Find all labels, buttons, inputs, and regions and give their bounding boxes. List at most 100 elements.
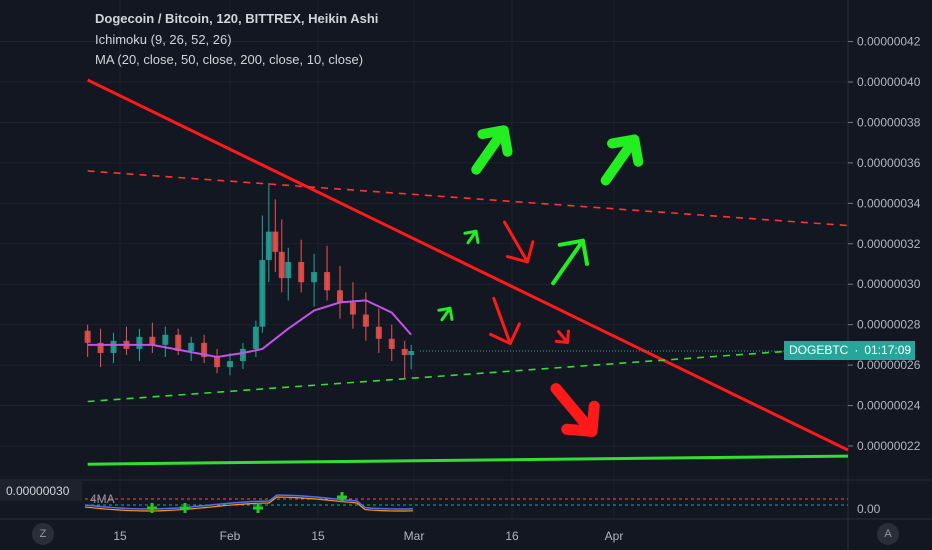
trendline-solid [87,454,849,466]
forecast-arrows [437,125,644,437]
arrow-up-large-2-head [607,134,644,167]
arrow-down-medium-2-head [489,322,521,346]
y-tick-label: 0.00000038 [857,115,921,129]
candle-body [265,231,272,260]
arrow-down-medium-1-head [505,240,535,264]
y-axis: 0.00000042 0.00000040 0.00000038 0.00000036… [848,35,921,453]
auto-scale-button[interactable]: A [877,523,899,545]
candle-body [136,336,143,349]
arrow-up-small-2 [437,306,454,322]
candle-body [162,334,169,345]
candle-body [84,330,91,343]
arrow-up-medium [551,238,589,286]
arrow-down-large-head [561,400,600,437]
osc-cross-signal [337,492,347,502]
candle-body [388,338,395,349]
candle-body [285,261,292,279]
arrow-up-small-1-shaft [466,229,478,245]
countdown-label: 01:17:09 [864,343,912,357]
x-tick-label: 15 [113,529,127,543]
candle-body [149,336,156,345]
candle-body [298,261,305,283]
arrow-down-small-shaft [557,330,569,344]
ma-line-purple [87,299,412,359]
candle-body [175,334,182,351]
osc-right-tick: 0.00 [857,502,881,516]
osc-cross-signal [253,503,263,513]
y-tick-label: 0.00000026 [857,358,921,372]
ichimoku-legend[interactable]: Ichimoku (9, 26, 52, 26) [95,32,232,47]
trendline-dashed [87,346,849,403]
moving-averages [87,299,412,359]
candle-body [110,340,117,353]
candle-body [311,272,318,283]
arrow-up-medium-shaft [551,238,585,286]
trendline-dashed [87,170,849,227]
arrow-up-large-1-shaft [471,125,509,175]
arrow-down-small [554,329,570,344]
candle-body [401,348,408,355]
symbol-label: DOGEBTC [789,343,849,357]
candle-body [227,361,233,368]
candle-body [259,259,266,327]
candle-body [252,326,259,349]
y-tick-label: 0.00000024 [857,399,921,413]
arrow-up-large-1-head [477,125,513,157]
candle-body [324,272,331,291]
oscillator-pane: 0.00 [84,492,881,516]
y-tick-label: 0.00000022 [857,439,921,453]
x-tick-label: Apr [605,529,624,543]
arrow-down-medium-1 [503,220,535,264]
arrow-down-medium-2 [489,296,521,346]
candle-body [349,302,356,315]
candle-body [188,342,195,351]
y-tick-label: 0.00000034 [857,196,921,210]
arrow-up-medium-head [557,238,589,266]
x-tick-label: Mar [404,529,425,543]
candle-body [239,348,246,362]
y-tick-label: 0.00000032 [857,237,921,251]
arrow-up-small-1 [463,229,480,245]
arrow-up-large-2 [600,134,644,186]
arrow-down-medium-1-shaft [503,220,529,264]
arrow-up-small-2-shaft [440,306,452,322]
candle-body [272,231,279,252]
y-tick-label: 0.00000028 [857,318,921,332]
ma-legend[interactable]: MA (20, close, 50, close, 200, close, 10… [95,52,364,67]
trendline-solid [86,78,849,452]
osc-line-orange [84,496,414,512]
arrow-up-small-1-head [463,229,480,244]
x-tick-label: 15 [311,529,325,543]
candle-body [408,350,415,355]
y-tick-label: 0.00000040 [857,75,921,89]
y-tick-label: 0.00000036 [857,156,921,170]
tag-separator: · [854,343,859,357]
candle-body [337,290,343,303]
candle-body [97,342,104,353]
osc-line-blue [84,494,414,510]
oscillator-label[interactable]: 4MA [90,492,115,506]
arrow-up-small-2-head [437,306,454,321]
candle-body [362,314,369,327]
arrow-up-large-1 [471,125,513,175]
price-tag: DOGEBTC · 01:17:09 [784,341,915,360]
osc-cross-signal [147,503,157,513]
arrow-down-large [550,383,600,437]
candle-body [278,251,285,279]
zoom-button[interactable]: Z [32,523,54,545]
trendlines [86,78,849,466]
y-tick-label: 0.00000030 [857,277,921,291]
x-tick-label: 16 [505,529,519,543]
candle-body [214,357,221,368]
arrow-down-medium-2-shaft [492,296,512,346]
candle-body [201,342,208,358]
chart-title: Dogecoin / Bitcoin, 120, BITTREX, Heikin… [95,11,379,26]
x-axis: 15 Feb 15 Mar 16 Apr [113,529,623,543]
oscillator-scale-value: 0.00000030 [0,481,82,501]
x-tick-label: Feb [220,529,241,543]
arrow-up-large-2-shaft [600,134,640,186]
arrow-down-small-head [554,329,570,344]
